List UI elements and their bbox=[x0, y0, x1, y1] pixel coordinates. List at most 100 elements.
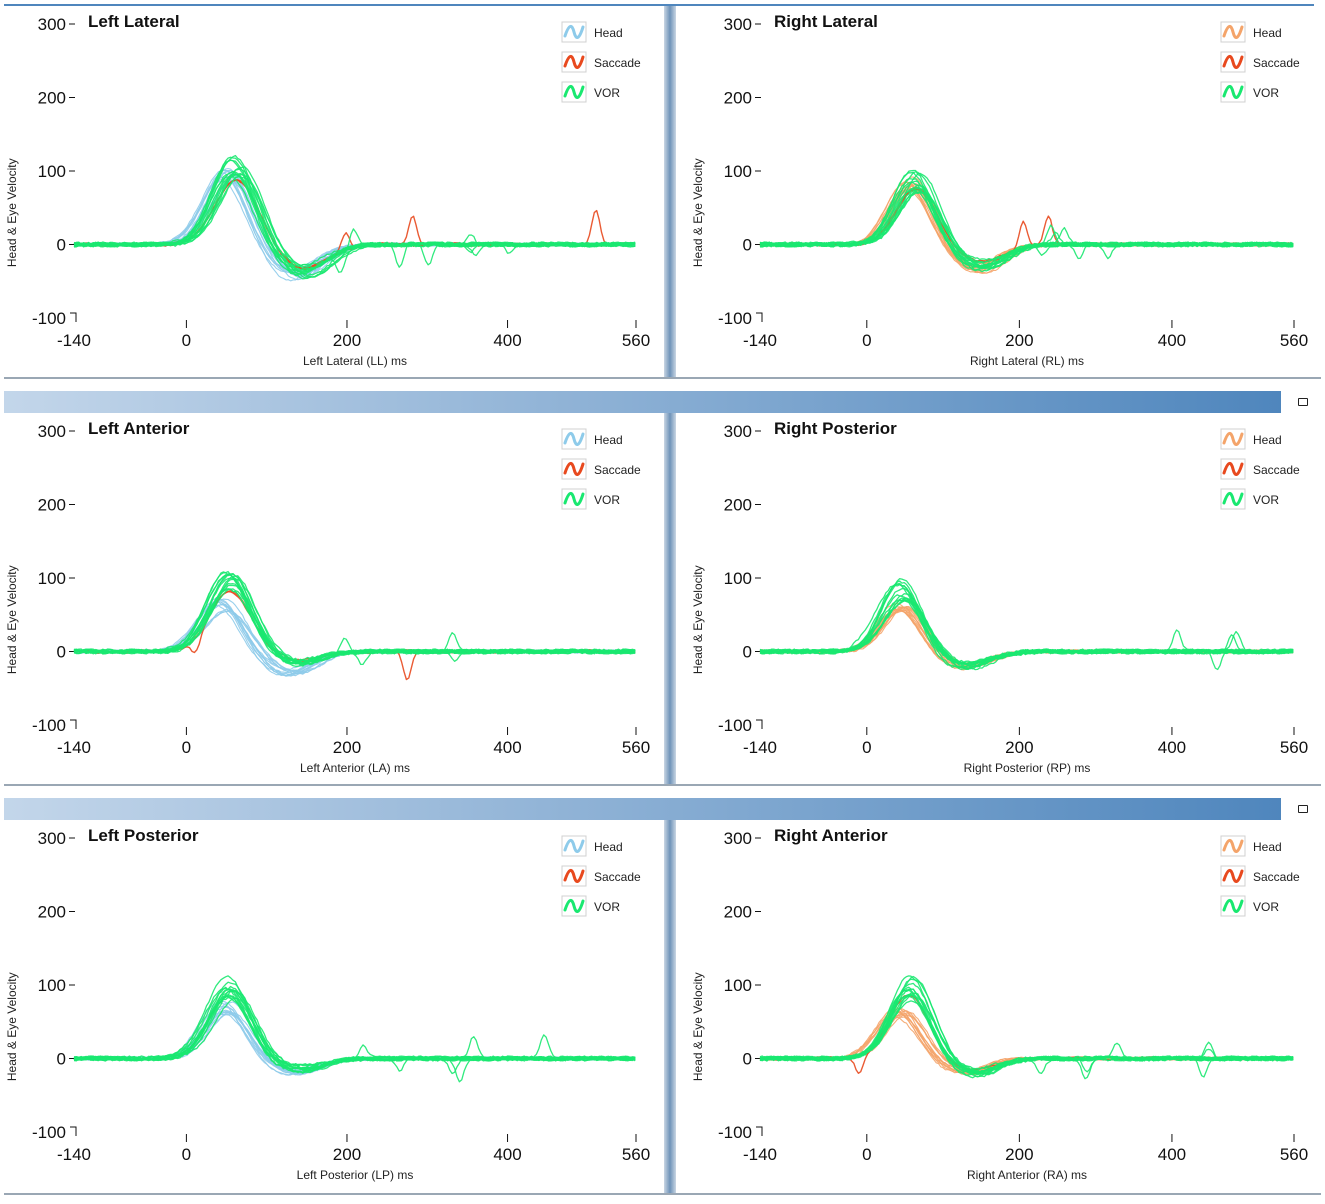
chart-panel-left-anterior: 300 200 100 0 -100 -140 0 200 400 560 Left Anterio… bbox=[4, 413, 664, 785]
head-trace bbox=[73, 604, 636, 676]
saccade-trace bbox=[73, 179, 636, 270]
legend-item-head: Head bbox=[1220, 21, 1282, 43]
panel-splitter-vertical[interactable] bbox=[664, 6, 676, 378]
legend-label: Head bbox=[1253, 840, 1282, 854]
wave-icon-stroke bbox=[1222, 85, 1244, 99]
restore-window-icon[interactable] bbox=[1298, 398, 1308, 406]
x-tick-label: -140 bbox=[743, 331, 777, 350]
panel-splitter-vertical[interactable] bbox=[664, 413, 676, 785]
legend-label: VOR bbox=[1253, 493, 1279, 507]
vor-trace bbox=[73, 990, 636, 1067]
y-tick-label: 0 bbox=[743, 236, 752, 255]
legend-label: Head bbox=[594, 433, 623, 447]
head-trace bbox=[73, 598, 636, 672]
vor-trace bbox=[73, 168, 636, 277]
head-trace bbox=[73, 167, 636, 281]
legend-label: VOR bbox=[594, 493, 620, 507]
head-trace bbox=[759, 176, 1294, 272]
wave-icon-stroke bbox=[563, 869, 585, 883]
vor-trace bbox=[73, 173, 636, 273]
chart-left-posterior: 300 200 100 0 -100 -140 0 200 400 560 Left Posteri… bbox=[5, 826, 650, 1182]
y-tick-label: 200 bbox=[38, 89, 66, 108]
y-tick-label: 100 bbox=[724, 162, 752, 181]
vor-trace bbox=[73, 170, 636, 280]
vor-trace bbox=[759, 184, 1294, 269]
chart-panel-left-lateral: 300 200 100 0 -100 -140 0 200 400 560 Left Lateral… bbox=[4, 6, 664, 378]
legend-label: VOR bbox=[1253, 86, 1279, 100]
x-tick-label: 560 bbox=[1280, 738, 1308, 757]
vor-trace bbox=[760, 171, 1294, 273]
vor-trace bbox=[759, 587, 1294, 669]
legend-label: Saccade bbox=[594, 870, 641, 884]
y-tick-label: 300 bbox=[38, 829, 66, 848]
axis-corner bbox=[70, 312, 77, 322]
head-trace bbox=[759, 606, 1294, 669]
x-tick-label: 560 bbox=[622, 1145, 650, 1164]
x-tick-label: 0 bbox=[182, 738, 191, 757]
chart-panel-right-lateral: 300 200 100 0 -100 -140 0 200 400 560 Right Latera… bbox=[676, 6, 1321, 378]
legend-label: Saccade bbox=[594, 56, 641, 70]
y-tick-label: 0 bbox=[743, 643, 752, 662]
x-tick-label: 0 bbox=[182, 331, 191, 350]
legend-item-vor: VOR bbox=[561, 81, 620, 103]
legend-item-vor: VOR bbox=[561, 895, 620, 917]
wave-icon-stroke bbox=[563, 432, 585, 446]
x-tick-label: 200 bbox=[1005, 738, 1033, 757]
wave-icon-stroke bbox=[1222, 462, 1244, 476]
legend-item-head: Head bbox=[1220, 835, 1282, 857]
vor-trace bbox=[759, 1000, 1294, 1080]
head-trace bbox=[73, 1001, 636, 1076]
head-trace bbox=[73, 1013, 636, 1076]
head-trace bbox=[73, 1011, 636, 1075]
vor-trace bbox=[73, 166, 636, 278]
panel-splitter-vertical[interactable] bbox=[664, 820, 676, 1194]
y-tick-label: 100 bbox=[38, 162, 66, 181]
y-tick-label: 300 bbox=[38, 15, 66, 34]
axis-corner bbox=[756, 312, 763, 322]
vor-trace bbox=[73, 575, 636, 662]
y-axis-label: Head & Eye Velocity bbox=[691, 158, 705, 267]
vor-trace bbox=[759, 597, 1294, 671]
x-tick-label: 200 bbox=[333, 331, 361, 350]
head-trace bbox=[759, 1016, 1294, 1074]
head-trace bbox=[73, 610, 636, 673]
axis-corner bbox=[756, 1126, 763, 1136]
y-axis-label: Head & Eye Velocity bbox=[691, 972, 705, 1081]
chart-title: Right Anterior bbox=[774, 826, 888, 845]
legend-label: VOR bbox=[1253, 900, 1279, 914]
restore-window-icon[interactable] bbox=[1298, 805, 1308, 813]
head-trace bbox=[73, 169, 636, 277]
legend-label: Head bbox=[1253, 26, 1282, 40]
row-separator bbox=[4, 1193, 1321, 1195]
chart-title: Right Lateral bbox=[774, 12, 878, 31]
head-trace bbox=[73, 180, 636, 274]
saccade-trace bbox=[73, 179, 636, 269]
vor-trace bbox=[74, 173, 636, 272]
vor-trace bbox=[759, 992, 1294, 1076]
head-trace bbox=[759, 1012, 1294, 1076]
y-axis-label: Head & Eye Velocity bbox=[5, 158, 19, 267]
vor-trace bbox=[759, 180, 1294, 268]
y-axis-label: Head & Eye Velocity bbox=[691, 565, 705, 674]
legend-item-saccade: Saccade bbox=[1220, 865, 1300, 887]
wave-icon-stroke bbox=[563, 899, 585, 913]
x-tick-label: 400 bbox=[1158, 1145, 1186, 1164]
y-tick-label: 300 bbox=[724, 829, 752, 848]
vor-trace bbox=[73, 573, 636, 663]
legend-item-vor: VOR bbox=[561, 488, 620, 510]
wave-icon-stroke bbox=[1222, 869, 1244, 883]
y-tick-label: 100 bbox=[724, 976, 752, 995]
head-trace bbox=[759, 602, 1294, 668]
wave-icon-stroke bbox=[1222, 25, 1244, 39]
chart-title: Left Anterior bbox=[88, 419, 190, 438]
x-tick-label: -140 bbox=[743, 738, 777, 757]
head-trace bbox=[759, 608, 1294, 671]
x-tick-label: 200 bbox=[333, 738, 361, 757]
head-trace bbox=[73, 1013, 636, 1075]
x-tick-label: 0 bbox=[862, 331, 871, 350]
head-trace bbox=[759, 1010, 1294, 1075]
vor-trace bbox=[759, 582, 1294, 670]
legend-item-saccade: Saccade bbox=[561, 51, 641, 73]
x-tick-label: 560 bbox=[622, 331, 650, 350]
head-trace bbox=[759, 1014, 1294, 1072]
